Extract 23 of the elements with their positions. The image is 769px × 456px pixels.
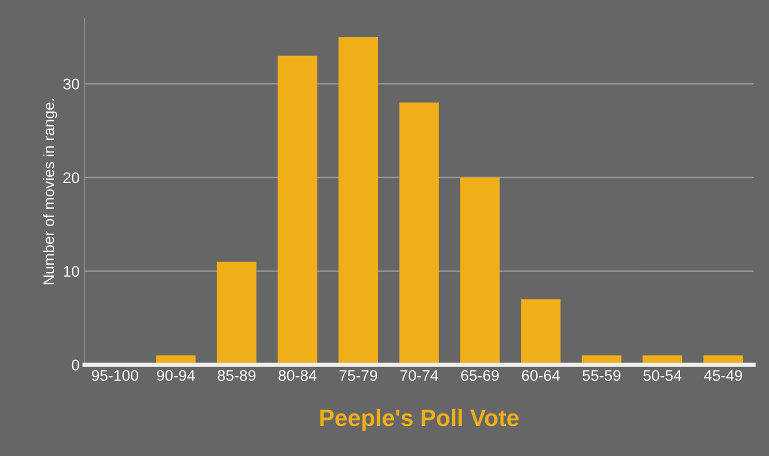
x-axis-title: Peeple's Poll Vote [320,408,519,431]
bar [278,56,318,365]
x-tick-label: 90-94 [157,370,195,381]
y-tick-label: 30 [63,78,80,90]
x-tick-label: 65-69 [461,370,499,381]
bar [520,299,561,365]
y-tick-label: 0 [72,360,80,370]
x-tick-label: 95-100 [92,370,138,381]
y-tick-label: 20 [64,172,80,184]
bar [216,262,256,365]
x-tick-label: 55-59 [582,370,620,381]
x-tick-label: 75-79 [340,370,378,381]
x-tick-label: 85-89 [218,370,256,381]
x-tick-label: 45-49 [704,370,742,381]
bar [460,177,500,365]
x-tick-label: 70-74 [400,370,438,381]
bar [338,36,378,365]
x-tick-label: 80-84 [278,370,317,381]
x-tick-label: 50-54 [643,370,682,381]
y-axis-title: Number of movies in range. [42,99,58,284]
y-tick-label: 10 [64,266,80,277]
x-tick-label: 60-64 [522,370,560,381]
bar [399,102,439,365]
